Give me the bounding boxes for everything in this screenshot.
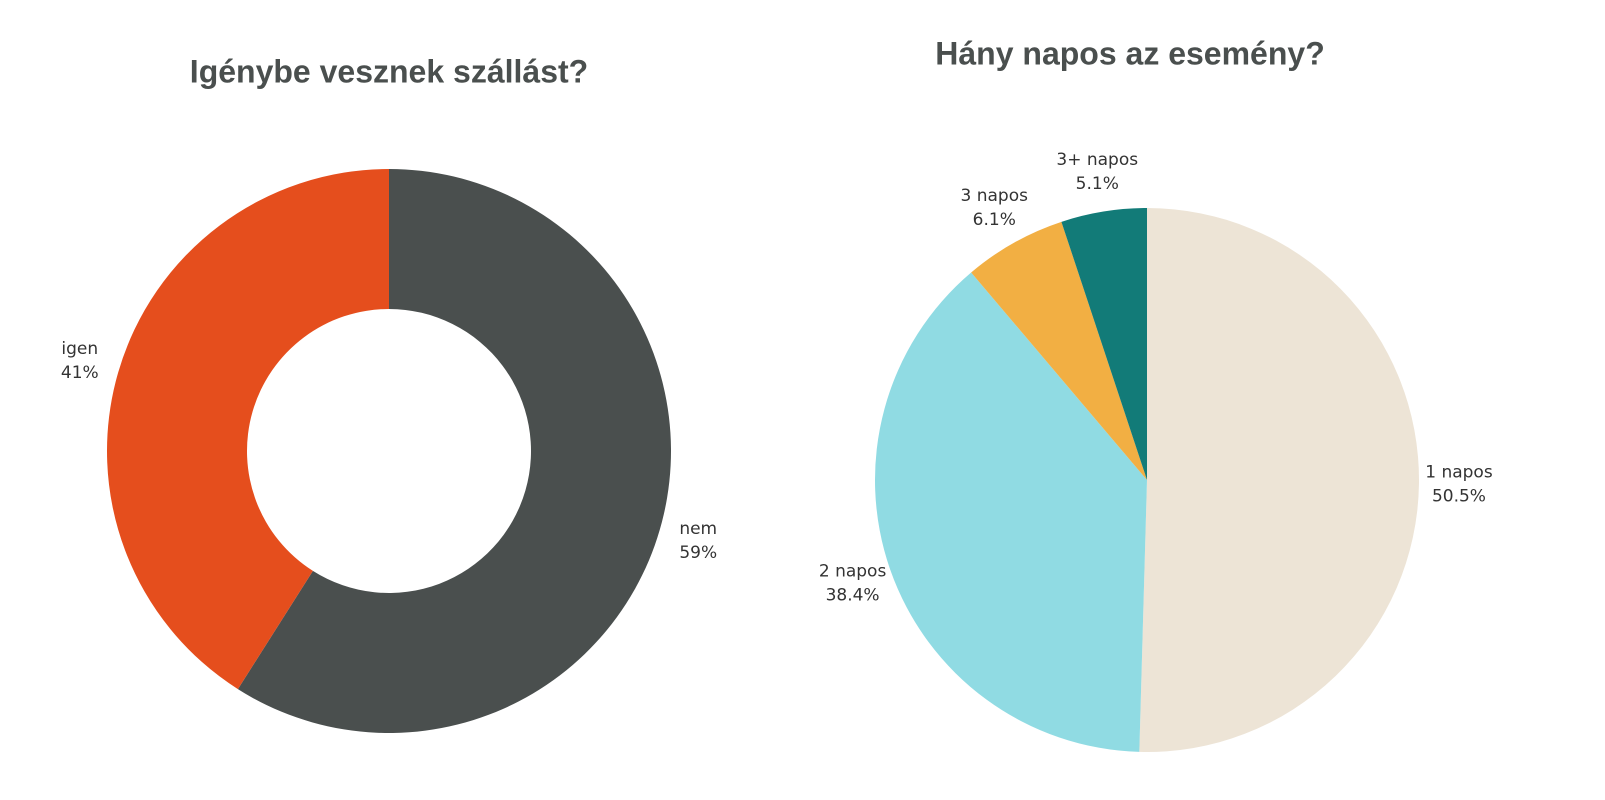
value-label: 50.5%: [1432, 486, 1486, 506]
chart-title: Hány napos az esemény?: [935, 35, 1324, 71]
slice-label: 2 napos: [819, 561, 887, 581]
slice-label: 3 napos: [961, 186, 1029, 206]
slice-label: igen: [61, 339, 98, 359]
slice: [237, 169, 672, 733]
slice-label: nem: [679, 519, 717, 539]
slice: [971, 221, 1147, 481]
chart-title: Igénybe vesznek szállást?: [190, 53, 588, 89]
value-label: 5.1%: [1076, 174, 1119, 194]
slice-label: 3+ napos: [1056, 150, 1138, 170]
value-label: 6.1%: [973, 210, 1016, 230]
value-label: 41%: [61, 363, 99, 383]
slice: [1061, 208, 1147, 480]
slice-label: 1 napos: [1425, 462, 1493, 482]
value-label: 38.4%: [826, 585, 880, 605]
slice: [1139, 208, 1419, 752]
value-label: 59%: [679, 543, 717, 563]
slice: [874, 272, 1147, 752]
slice: [107, 169, 389, 690]
